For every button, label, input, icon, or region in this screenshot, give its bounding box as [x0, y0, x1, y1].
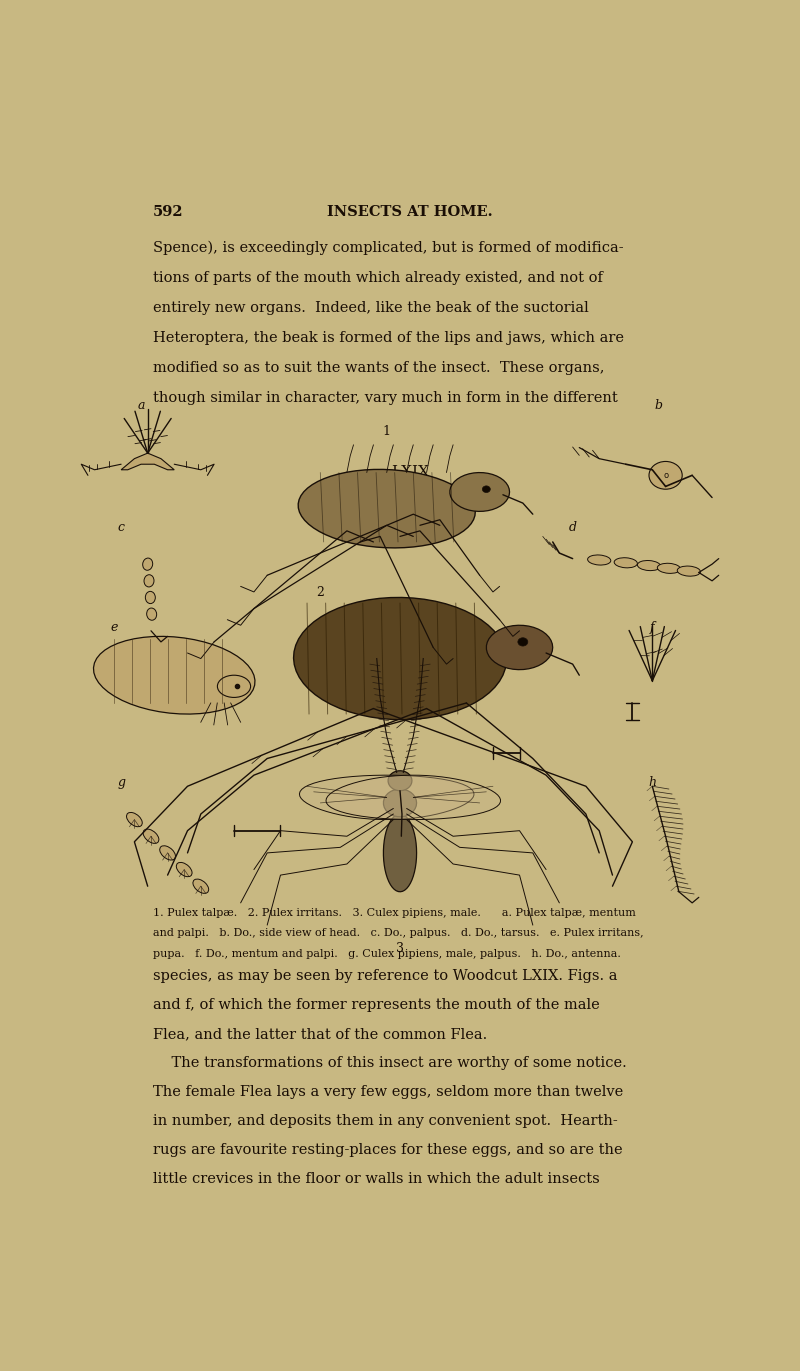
Ellipse shape: [160, 846, 175, 860]
Text: pupa.   f. Do., mentum and palpi.   g. Culex pipiens, male, palpus.   h. Do., an: pupa. f. Do., mentum and palpi. g. Culex…: [153, 949, 621, 958]
Text: c: c: [118, 521, 125, 533]
Ellipse shape: [678, 566, 701, 576]
Text: The female Flea lays a very few eggs, seldom more than twelve: The female Flea lays a very few eggs, se…: [153, 1084, 623, 1100]
Ellipse shape: [649, 462, 682, 489]
Text: little crevices in the floor or walls in which the adult insects: little crevices in the floor or walls in…: [153, 1172, 599, 1186]
Text: entirely new organs.  Indeed, like the beak of the suctorial: entirely new organs. Indeed, like the be…: [153, 300, 589, 315]
Polygon shape: [383, 814, 417, 891]
Ellipse shape: [193, 879, 209, 894]
Text: LXIX: LXIX: [391, 465, 429, 480]
Text: b: b: [655, 399, 663, 411]
Ellipse shape: [482, 485, 490, 492]
Text: o: o: [663, 470, 668, 480]
Text: e: e: [110, 621, 118, 633]
Text: tions of parts of the mouth which already existed, and not of: tions of parts of the mouth which alread…: [153, 270, 602, 285]
Ellipse shape: [126, 813, 142, 827]
Polygon shape: [294, 598, 506, 720]
Ellipse shape: [176, 862, 192, 876]
Polygon shape: [94, 636, 255, 714]
Ellipse shape: [142, 558, 153, 570]
Text: f: f: [650, 621, 654, 633]
Text: rugs are favourite resting-places for these eggs, and so are the: rugs are favourite resting-places for th…: [153, 1143, 622, 1157]
Polygon shape: [450, 473, 510, 511]
Text: Spence), is exceedingly complicated, but is formed of modifica-: Spence), is exceedingly complicated, but…: [153, 240, 623, 255]
Text: 592: 592: [153, 204, 183, 218]
Text: though similar in character, vary much in form in the different: though similar in character, vary much i…: [153, 391, 618, 404]
Text: d: d: [569, 521, 577, 533]
Ellipse shape: [218, 675, 250, 698]
Ellipse shape: [658, 563, 681, 573]
Text: The transformations of this insect are worthy of some notice.: The transformations of this insect are w…: [153, 1056, 626, 1069]
Polygon shape: [388, 771, 412, 791]
Text: a: a: [138, 399, 145, 411]
Ellipse shape: [588, 555, 610, 565]
Text: modified so as to suit the wants of the insect.  These organs,: modified so as to suit the wants of the …: [153, 361, 604, 374]
Text: 1. Pulex talpæ.   2. Pulex irritans.   3. Culex pipiens, male.      a. Pulex tal: 1. Pulex talpæ. 2. Pulex irritans. 3. Cu…: [153, 908, 635, 917]
Polygon shape: [383, 790, 417, 817]
Text: in number, and deposits them in any convenient spot.  Hearth-: in number, and deposits them in any conv…: [153, 1115, 618, 1128]
Text: g: g: [117, 776, 125, 790]
Ellipse shape: [146, 609, 157, 620]
Text: 3: 3: [396, 942, 404, 954]
Text: 1: 1: [382, 425, 390, 439]
Polygon shape: [486, 625, 553, 669]
Polygon shape: [299, 775, 474, 820]
Ellipse shape: [638, 561, 661, 570]
Text: h: h: [648, 776, 656, 790]
Ellipse shape: [146, 591, 155, 603]
Polygon shape: [326, 775, 501, 820]
Text: Flea, and the latter that of the common Flea.: Flea, and the latter that of the common …: [153, 1027, 487, 1041]
Ellipse shape: [518, 638, 528, 646]
Ellipse shape: [144, 574, 154, 587]
Ellipse shape: [614, 558, 638, 568]
Text: INSECTS AT HOME.: INSECTS AT HOME.: [327, 204, 493, 218]
Text: and palpi.   b. Do., side view of head.   c. Do., palpus.   d. Do., tarsus.   e.: and palpi. b. Do., side view of head. c.…: [153, 928, 643, 938]
Polygon shape: [121, 452, 174, 470]
Ellipse shape: [143, 829, 159, 843]
Polygon shape: [298, 469, 475, 548]
Text: species, as may be seen by reference to Woodcut LXIX. Figs. a: species, as may be seen by reference to …: [153, 969, 618, 983]
Text: 2: 2: [316, 587, 324, 599]
Text: and f, of which the former represents the mouth of the male: and f, of which the former represents th…: [153, 998, 599, 1012]
Text: Heteroptera, the beak is formed of the lips and jaws, which are: Heteroptera, the beak is formed of the l…: [153, 330, 624, 344]
